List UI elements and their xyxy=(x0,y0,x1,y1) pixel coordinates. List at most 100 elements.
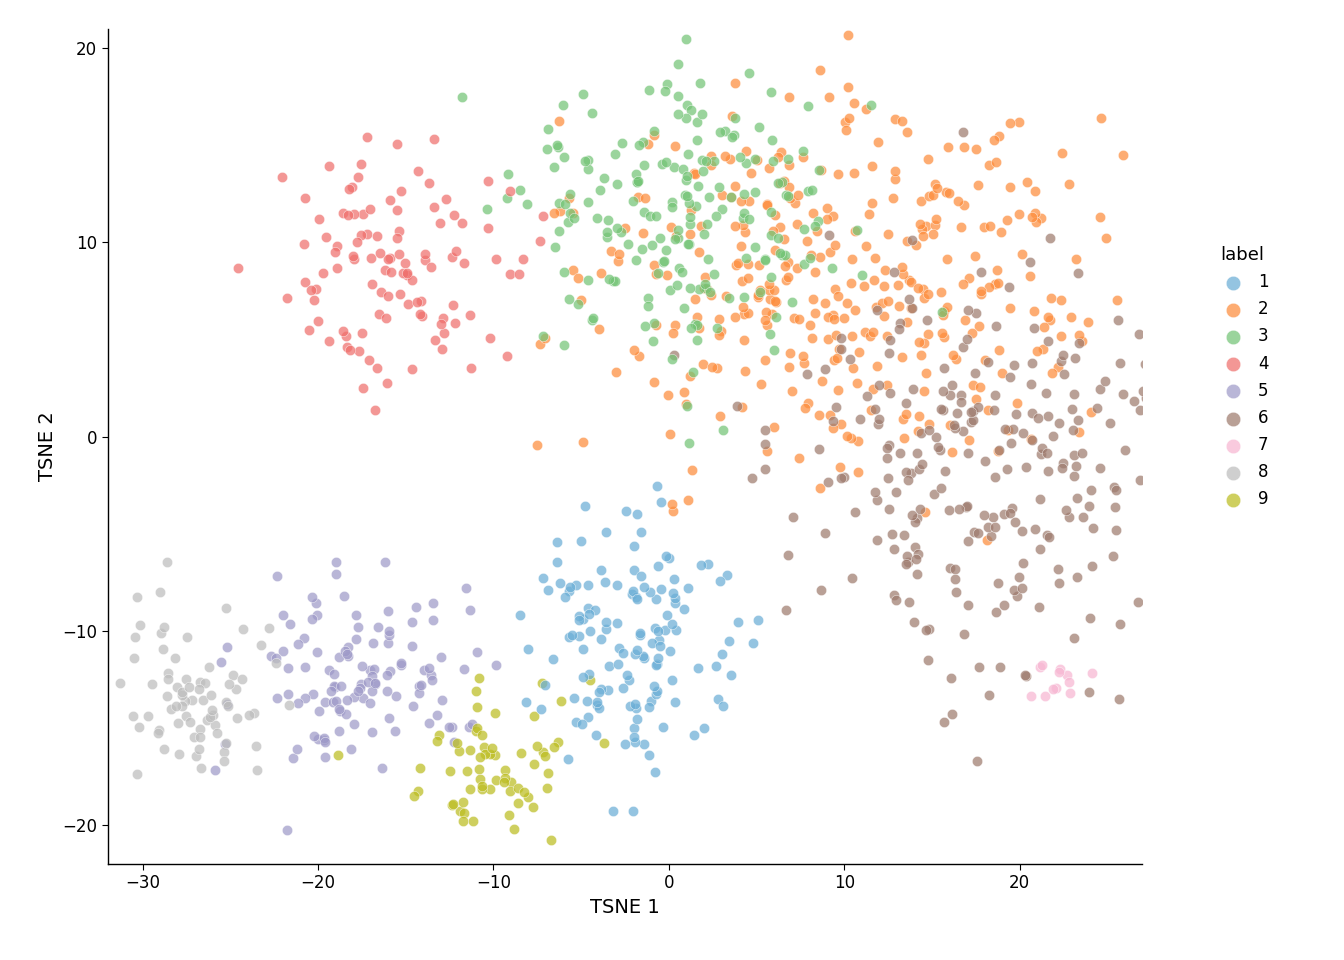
3 xyxy=(554,264,575,279)
5 xyxy=(364,677,386,692)
5 xyxy=(328,702,349,717)
3 xyxy=(692,163,714,179)
2 xyxy=(800,247,821,262)
2 xyxy=(587,321,609,336)
8 xyxy=(125,629,146,644)
5 xyxy=(345,607,367,622)
6 xyxy=(958,597,980,612)
5 xyxy=(216,696,238,711)
2 xyxy=(664,139,685,155)
6 xyxy=(933,361,954,376)
1 xyxy=(625,589,646,605)
2 xyxy=(925,212,946,228)
2 xyxy=(891,349,913,365)
6 xyxy=(876,440,898,455)
8 xyxy=(226,710,247,726)
6 xyxy=(985,605,1007,620)
1 xyxy=(711,647,732,662)
3 xyxy=(735,155,757,170)
6 xyxy=(1102,548,1124,564)
2 xyxy=(624,342,645,357)
3 xyxy=(777,188,798,204)
2 xyxy=(777,270,798,285)
2 xyxy=(1154,126,1176,141)
3 xyxy=(765,309,786,324)
4 xyxy=(396,266,418,281)
3 xyxy=(653,253,675,269)
2 xyxy=(1051,145,1073,160)
2 xyxy=(759,291,781,306)
2 xyxy=(962,377,984,393)
2 xyxy=(952,276,973,291)
9 xyxy=(458,781,480,797)
6 xyxy=(968,526,989,541)
3 xyxy=(774,247,796,262)
4 xyxy=(410,306,431,322)
1 xyxy=(564,577,586,592)
2 xyxy=(644,128,665,143)
3 xyxy=(679,435,700,450)
3 xyxy=(652,254,673,270)
4 xyxy=(460,307,481,323)
3 xyxy=(687,333,708,348)
4 xyxy=(368,306,390,322)
2 xyxy=(888,298,910,313)
4 xyxy=(402,362,423,377)
3 xyxy=(679,280,700,296)
2 xyxy=(786,260,808,276)
3 xyxy=(696,154,718,169)
5 xyxy=(384,724,406,739)
3 xyxy=(547,140,569,156)
1 xyxy=(664,590,685,606)
2 xyxy=(986,444,1008,459)
9 xyxy=(466,721,488,736)
4 xyxy=(308,211,329,227)
6 xyxy=(965,305,986,321)
8 xyxy=(214,753,235,768)
1 xyxy=(659,644,680,660)
6 xyxy=(902,508,923,523)
3 xyxy=(684,317,706,332)
4 xyxy=(343,249,364,264)
4 xyxy=(444,315,465,330)
1 xyxy=(570,534,591,549)
6 xyxy=(825,399,847,415)
5 xyxy=(376,667,398,683)
2 xyxy=(761,306,782,322)
5 xyxy=(458,602,480,617)
6 xyxy=(883,541,905,557)
6 xyxy=(856,389,878,404)
6 xyxy=(938,503,960,518)
8 xyxy=(157,665,179,681)
3 xyxy=(661,200,683,215)
2 xyxy=(708,327,730,343)
3 xyxy=(638,208,660,224)
2 xyxy=(786,217,808,232)
3 xyxy=(612,135,633,151)
4 xyxy=(485,251,507,266)
1 xyxy=(624,563,645,578)
2 xyxy=(773,173,794,188)
2 xyxy=(1090,110,1111,126)
2 xyxy=(837,80,859,95)
3 xyxy=(676,97,698,112)
6 xyxy=(1175,355,1196,371)
8 xyxy=(258,620,280,636)
5 xyxy=(333,588,355,604)
6 xyxy=(985,519,1007,535)
2 xyxy=(1040,290,1062,305)
2 xyxy=(755,352,777,368)
2 xyxy=(778,157,800,173)
4 xyxy=(293,236,314,252)
2 xyxy=(891,259,913,275)
6 xyxy=(957,534,978,549)
1 xyxy=(624,696,645,711)
3 xyxy=(771,174,793,189)
9 xyxy=(448,743,469,758)
4 xyxy=(407,163,429,179)
1 xyxy=(630,569,652,585)
3 xyxy=(558,291,579,306)
2 xyxy=(867,359,888,374)
6 xyxy=(925,429,946,444)
1 xyxy=(515,694,536,709)
